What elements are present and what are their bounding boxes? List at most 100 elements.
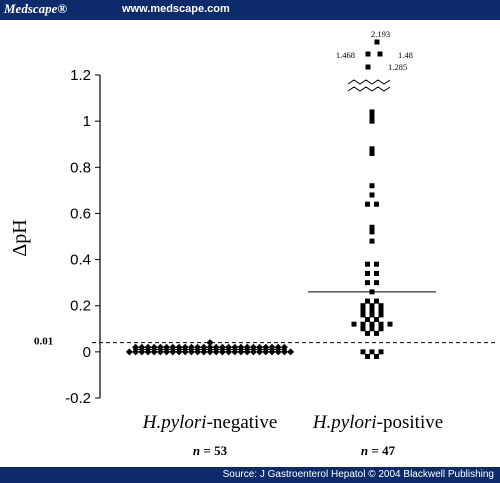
data-point-negative: [194, 348, 202, 356]
data-point-positive: [378, 321, 384, 327]
data-point-negative: [237, 348, 245, 356]
data-points: [125, 109, 393, 359]
data-point-positive: [365, 353, 370, 359]
data-point-positive: [360, 349, 366, 355]
data-point-negative: [138, 343, 146, 351]
data-point-negative: [287, 348, 295, 356]
data-point-negative: [132, 343, 140, 351]
data-point-negative: [132, 348, 140, 356]
data-point-positive: [369, 146, 375, 152]
data-point-negative: [249, 348, 257, 356]
data-point-negative: [225, 343, 233, 351]
data-point-negative: [262, 343, 270, 351]
data-point-negative: [206, 339, 214, 347]
data-point-negative: [268, 343, 276, 351]
y-tick-label: 0.4: [70, 252, 91, 269]
data-point-negative: [212, 348, 220, 356]
data-point-negative: [138, 348, 146, 356]
off-scale-point: [374, 39, 380, 45]
data-point-positive: [365, 201, 370, 207]
data-point-negative: [175, 343, 183, 351]
y-tick-label: 1: [83, 113, 91, 130]
data-point-positive: [365, 330, 370, 336]
data-point-positive: [360, 326, 366, 332]
data-point-positive: [365, 261, 370, 267]
data-point-positive: [369, 109, 375, 115]
data-point-positive: [374, 298, 379, 304]
data-point-positive: [365, 270, 370, 276]
data-point-negative: [187, 348, 195, 356]
data-point-positive: [369, 192, 375, 198]
data-point-negative: [225, 348, 233, 356]
data-point-negative: [231, 348, 239, 356]
y-axis: -0.2 0 0.2 0.4 0.6 0.8 1 1.2 ΔpH: [9, 67, 101, 407]
data-point-negative: [169, 343, 177, 351]
group-label-status: -positive: [377, 412, 444, 433]
off-scale-label: 1.285: [388, 62, 407, 72]
data-point-positive: [369, 224, 375, 230]
data-point-positive: [360, 312, 366, 318]
data-point-negative: [243, 343, 251, 351]
data-point-positive: [365, 280, 370, 286]
data-point-negative: [144, 343, 152, 351]
axis-break-mark: [347, 79, 391, 85]
data-point-positive: [369, 114, 375, 120]
data-point-positive: [378, 326, 384, 332]
data-point-negative: [218, 343, 226, 351]
group-label: H.pylori-positive: [312, 412, 443, 433]
data-point-positive: [369, 349, 375, 355]
data-point-positive: [387, 321, 393, 327]
data-point-negative: [194, 343, 202, 351]
group-label-organism: H.pylori: [142, 412, 207, 433]
data-point-positive: [374, 353, 379, 359]
y-tick-label: 0: [83, 344, 91, 361]
y-tick-label: -0.2: [65, 390, 91, 407]
data-point-positive: [369, 321, 375, 327]
data-point-negative: [274, 343, 282, 351]
data-point-negative: [163, 348, 171, 356]
data-point-negative: [156, 343, 164, 351]
data-point-negative: [125, 348, 133, 356]
y-axis-title: ΔpH: [9, 219, 31, 256]
off-scale-label: 1.468: [336, 50, 355, 60]
data-point-positive: [365, 298, 370, 304]
site-url[interactable]: www.medscape.com: [122, 3, 230, 15]
data-point-negative: [163, 343, 171, 351]
off-scale-point: [377, 51, 383, 57]
y-tick-label: 0.8: [70, 159, 91, 176]
data-point-positive: [369, 238, 375, 244]
group-label-status: -negative: [207, 412, 278, 433]
data-point-negative: [181, 348, 189, 356]
data-point-negative: [150, 343, 158, 351]
medscape-logo[interactable]: Medscape®: [4, 1, 68, 16]
data-point-negative: [200, 343, 208, 351]
data-point-positive: [378, 349, 384, 355]
data-point-positive: [351, 321, 357, 327]
data-point-positive: [378, 312, 384, 318]
data-point-negative: [200, 348, 208, 356]
data-point-negative: [268, 348, 276, 356]
data-point-negative: [169, 348, 177, 356]
data-point-positive: [378, 303, 384, 309]
data-point-negative: [150, 348, 158, 356]
data-point-negative: [144, 348, 152, 356]
group-label-organism: H.pylori: [312, 412, 377, 433]
data-point-negative: [237, 343, 245, 351]
data-point-positive: [374, 261, 379, 267]
data-point-positive: [369, 118, 375, 124]
header-bar: Medscape® www.medscape.com: [0, 0, 500, 20]
group-n-label: n = 47: [361, 443, 396, 458]
data-point-negative: [206, 348, 214, 356]
data-point-negative: [256, 348, 264, 356]
off-scale-values: 1.468 2.193 1.48 1.285: [336, 29, 413, 92]
data-point-positive: [369, 326, 375, 332]
data-point-positive: [369, 303, 375, 309]
data-point-positive: [369, 183, 375, 189]
data-point-positive: [374, 330, 379, 336]
off-scale-label: 1.48: [398, 50, 413, 60]
median-lines: [133, 291, 436, 351]
data-point-positive: [378, 307, 384, 313]
source-credit: Source: J Gastroenterol Hepatol © 2004 B…: [222, 469, 494, 480]
